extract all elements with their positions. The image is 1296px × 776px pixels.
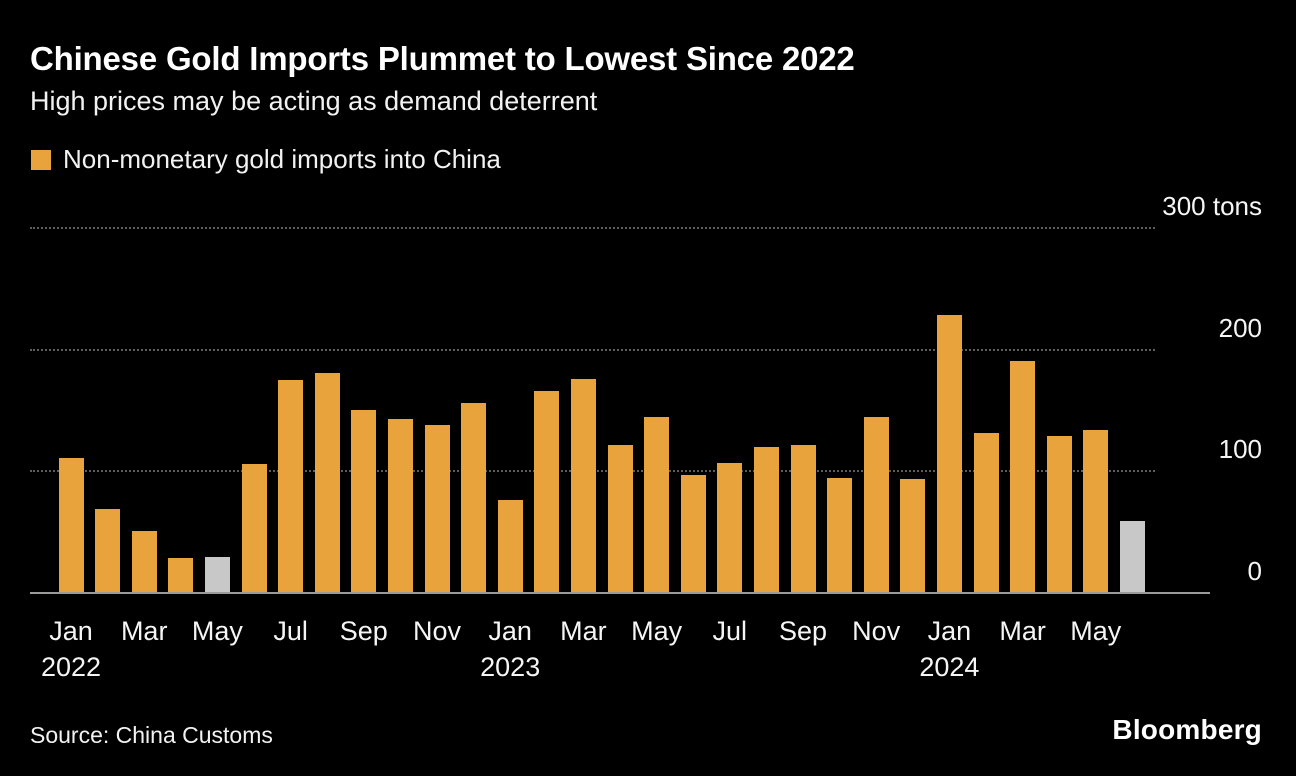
x-tick-label: Nov (412, 616, 462, 646)
legend-label: Non-monetary gold imports into China (63, 144, 501, 174)
x-tick-label: Nov (852, 616, 901, 646)
source-label: Source: China Customs (30, 722, 273, 748)
bar-jan-2024 (936, 314, 962, 592)
bar-jun-2022 (241, 464, 267, 592)
bar-aug-2023 (753, 447, 779, 592)
bar-oct-2022 (387, 419, 413, 592)
bar-jul-2022 (278, 380, 304, 592)
bar-nov-2022 (424, 425, 450, 592)
x-tick-label: Jan (49, 616, 93, 646)
y-tick-label: 100 (1218, 434, 1262, 465)
bar-jan-2023 (497, 499, 523, 592)
bloomberg-logo: Bloomberg (1112, 714, 1262, 745)
bar-jun-2024 (1119, 521, 1145, 592)
page-subtitle: High prices may be acting as demand dete… (30, 86, 598, 116)
x-tick-label: Jul (712, 616, 748, 646)
bar-may-2023 (644, 416, 670, 592)
year-label: 2024 (919, 652, 980, 682)
bar-apr-2024 (1046, 436, 1072, 592)
bar-nov-2023 (863, 416, 889, 592)
page-title: Chinese Gold Imports Plummet to Lowest S… (30, 40, 855, 77)
x-tick-label: Sep (339, 616, 388, 646)
x-tick-label: Sep (778, 616, 828, 646)
bar-mar-2022 (131, 531, 157, 592)
gridline-200 (30, 348, 1155, 351)
x-tick-label: Mar (120, 616, 168, 646)
bar-jun-2023 (680, 475, 706, 592)
x-axis: Jan 2022 Mar May Jul Sep Nov Jan 2023 Mar May Jul Se… (30, 592, 1266, 702)
bar-jul-2023 (717, 463, 743, 592)
bar-oct-2023 (827, 477, 853, 592)
x-tick-label: Jul (273, 616, 308, 646)
bar-apr-2022 (168, 557, 194, 592)
x-tick-label: May (631, 616, 683, 646)
bar-feb-2023 (534, 391, 560, 592)
y-tick-label: 300 tons (1162, 191, 1262, 221)
bar-apr-2023 (607, 444, 633, 592)
bar-mar-2024 (1010, 360, 1036, 592)
bar-sep-2022 (351, 409, 377, 592)
x-axis-baseline (30, 592, 1210, 594)
bar-jan-2022 (58, 458, 84, 592)
x-tick-label: May (191, 616, 243, 646)
bar-dec-2022 (461, 403, 487, 592)
bar-feb-2022 (95, 509, 121, 592)
legend: Non-monetary gold imports into China (31, 144, 501, 175)
x-tick-label: Mar (560, 616, 607, 646)
y-tick-label: 0 (1247, 556, 1262, 586)
bar-may-2024 (1083, 430, 1109, 592)
bar-chart: 300 tons 200 100 0 (30, 191, 1266, 594)
x-tick-label: Jan (488, 616, 532, 646)
bar-mar-2023 (570, 379, 596, 592)
bar-dec-2023 (900, 478, 926, 592)
x-tick-label: Jan (927, 616, 972, 646)
gridline-300 (30, 227, 1155, 229)
bar-may-2022 (204, 556, 230, 592)
bar-feb-2024 (973, 432, 999, 592)
year-label: 2023 (480, 652, 541, 682)
y-tick-label: 200 (1218, 312, 1262, 343)
year-label: 2022 (40, 652, 102, 682)
bar-aug-2022 (314, 373, 340, 592)
legend-swatch-icon (31, 149, 51, 170)
x-tick-label: Mar (999, 616, 1046, 646)
bar-sep-2023 (790, 444, 816, 592)
x-tick-label: May (1070, 616, 1122, 646)
